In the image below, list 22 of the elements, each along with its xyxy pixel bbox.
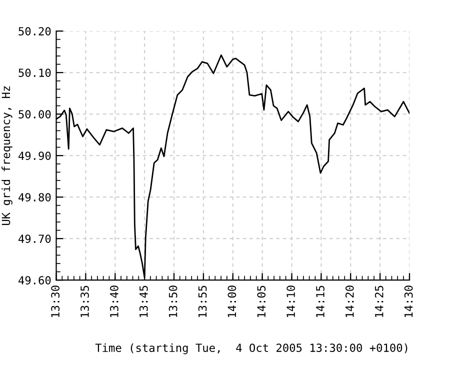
y-tick-label: 50.20 <box>18 27 51 36</box>
x-tick-label: 13:30 <box>51 286 60 318</box>
y-tick-label: 49.60 <box>18 276 51 284</box>
y-tick-label: 49.80 <box>18 193 51 202</box>
y-tick-label: 49.90 <box>18 152 51 160</box>
x-tick-label: 13:55 <box>198 286 207 318</box>
y-tick-label: 50.00 <box>18 110 51 118</box>
x-axis-title: Time (starting Tue, 4 Oct 2005 13:30:00 +0100) <box>95 343 408 354</box>
x-tick-label: 13:35 <box>80 286 89 318</box>
x-tick-label: 14:30 <box>404 286 413 318</box>
y-axis-title: UK grid frequency, Hz <box>2 86 12 226</box>
x-tick-label: 13:50 <box>168 286 178 318</box>
x-tick-label: 14:20 <box>345 286 354 318</box>
y-tick-label: 50.10 <box>18 68 51 77</box>
x-tick-label: 13:40 <box>110 286 118 318</box>
y-tick-label: 49.70 <box>18 234 51 243</box>
x-tick-label: 14:10 <box>286 286 296 318</box>
x-tick-label: 13:45 <box>139 286 148 318</box>
x-tick-label: 14:00 <box>228 286 236 318</box>
x-tick-label: 14:25 <box>374 286 384 318</box>
x-tick-label: 14:05 <box>257 286 266 318</box>
x-tick-label: 14:15 <box>316 286 324 318</box>
